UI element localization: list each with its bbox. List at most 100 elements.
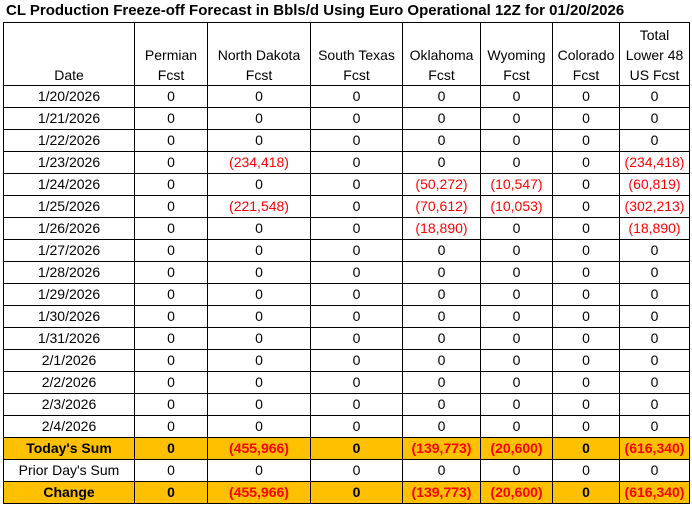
- table-row: 1/29/2026 0 0 0 0 0 0 0: [3, 283, 690, 306]
- value-cell: (221,548): [207, 195, 311, 218]
- row-label-cell: Prior Day's Sum: [3, 459, 135, 482]
- value-cell: 0: [552, 415, 620, 438]
- column-header: Date: [3, 22, 135, 86]
- value-cell: 0: [207, 239, 311, 262]
- header-line: Lower 48: [625, 47, 684, 63]
- value-cell: 0: [310, 459, 403, 482]
- value-cell: 0: [310, 349, 403, 372]
- value-cell: 0: [480, 239, 553, 262]
- value-cell: 0: [402, 85, 481, 108]
- table-row: 1/28/2026 0 0 0 0 0 0 0: [3, 261, 690, 284]
- value-cell: 0: [480, 129, 553, 152]
- table-row: 1/21/2026 0 0 0 0 0 0 0: [3, 107, 690, 130]
- value-cell: 0: [207, 129, 311, 152]
- value-cell: (455,966): [207, 481, 311, 504]
- value-cell: 0: [310, 151, 403, 174]
- table-row: 2/3/2026 0 0 0 0 0 0 0: [3, 393, 690, 416]
- value-cell: (234,418): [207, 151, 311, 174]
- value-cell: 0: [480, 393, 553, 416]
- value-cell: 0: [480, 283, 553, 306]
- value-cell: 0: [552, 261, 620, 284]
- column-header: Total Lower 48 US Fcst: [619, 22, 690, 86]
- row-label-cell: 1/25/2026: [3, 195, 135, 218]
- value-cell: 0: [402, 283, 481, 306]
- value-cell: 0: [310, 327, 403, 350]
- value-cell: (302,213): [619, 195, 690, 218]
- value-cell: (616,340): [619, 437, 690, 460]
- value-cell: (18,890): [402, 217, 481, 240]
- value-cell: 0: [552, 349, 620, 372]
- value-cell: 0: [552, 129, 620, 152]
- value-cell: 0: [310, 481, 403, 504]
- header-line: Wyoming: [487, 47, 546, 63]
- row-label-cell: 1/20/2026: [3, 85, 135, 108]
- column-header: Colorado Fcst: [552, 22, 620, 86]
- value-cell: (60,819): [619, 173, 690, 196]
- value-cell: 0: [310, 415, 403, 438]
- value-cell: 0: [310, 283, 403, 306]
- freeze-off-forecast-table: Date Permian Fcst North Dakota Fcst Sout…: [3, 22, 690, 504]
- table-row: 1/24/2026 0 0 0 (50,272) (10,547) 0 (60,819): [3, 173, 690, 196]
- value-cell: 0: [552, 283, 620, 306]
- row-label-cell: 1/26/2026: [3, 217, 135, 240]
- value-cell: 0: [552, 371, 620, 394]
- value-cell: 0: [402, 459, 481, 482]
- value-cell: 0: [619, 393, 690, 416]
- header-line: Oklahoma: [409, 47, 474, 63]
- value-cell: (20,600): [480, 437, 553, 460]
- header-line: North Dakota: [217, 47, 301, 63]
- value-cell: (10,053): [480, 195, 553, 218]
- row-label-cell: 2/1/2026: [3, 349, 135, 372]
- value-cell: 0: [207, 261, 311, 284]
- value-cell: 0: [552, 239, 620, 262]
- row-label-cell: 2/4/2026: [3, 415, 135, 438]
- value-cell: 0: [402, 107, 481, 130]
- table-row: 2/4/2026 0 0 0 0 0 0 0: [3, 415, 690, 438]
- value-cell: 0: [402, 415, 481, 438]
- row-label-cell: 2/3/2026: [3, 393, 135, 416]
- value-cell: 0: [619, 415, 690, 438]
- value-cell: 0: [480, 371, 553, 394]
- value-cell: 0: [134, 481, 208, 504]
- column-header: Permian Fcst: [134, 22, 208, 86]
- value-cell: 0: [207, 393, 311, 416]
- prior-day-sum-row: Prior Day's Sum 0 0 0 0 0 0 0: [3, 459, 690, 482]
- value-cell: 0: [552, 305, 620, 328]
- column-header: Oklahoma Fcst: [402, 22, 481, 86]
- value-cell: 0: [480, 107, 553, 130]
- value-cell: (455,966): [207, 437, 311, 460]
- value-cell: 0: [134, 107, 208, 130]
- value-cell: 0: [402, 129, 481, 152]
- value-cell: 0: [134, 327, 208, 350]
- value-cell: 0: [552, 85, 620, 108]
- value-cell: 0: [134, 129, 208, 152]
- value-cell: 0: [207, 415, 311, 438]
- value-cell: 0: [552, 393, 620, 416]
- value-cell: 0: [552, 481, 620, 504]
- header-line: Colorado: [557, 47, 615, 63]
- value-cell: 0: [619, 283, 690, 306]
- row-label-cell: 1/29/2026: [3, 283, 135, 306]
- row-label-cell: Today's Sum: [3, 437, 135, 460]
- value-cell: 0: [310, 305, 403, 328]
- value-cell: 0: [207, 327, 311, 350]
- value-cell: 0: [619, 327, 690, 350]
- value-cell: 0: [134, 151, 208, 174]
- header-line: Total: [639, 27, 670, 43]
- row-label-cell: 1/28/2026: [3, 261, 135, 284]
- value-cell: 0: [134, 349, 208, 372]
- value-cell: 0: [134, 195, 208, 218]
- value-cell: 0: [480, 305, 553, 328]
- table-row: 1/31/2026 0 0 0 0 0 0 0: [3, 327, 690, 350]
- value-cell: 0: [552, 217, 620, 240]
- row-label-cell: 1/27/2026: [3, 239, 135, 262]
- value-cell: 0: [619, 459, 690, 482]
- row-label-cell: 1/30/2026: [3, 305, 135, 328]
- value-cell: 0: [310, 107, 403, 130]
- value-cell: 0: [134, 173, 208, 196]
- row-label-cell: 1/22/2026: [3, 129, 135, 152]
- value-cell: 0: [402, 261, 481, 284]
- value-cell: 0: [480, 349, 553, 372]
- header-line: South Texas: [318, 47, 395, 63]
- table-row: 1/23/2026 0 (234,418) 0 0 0 0 (234,418): [3, 151, 690, 174]
